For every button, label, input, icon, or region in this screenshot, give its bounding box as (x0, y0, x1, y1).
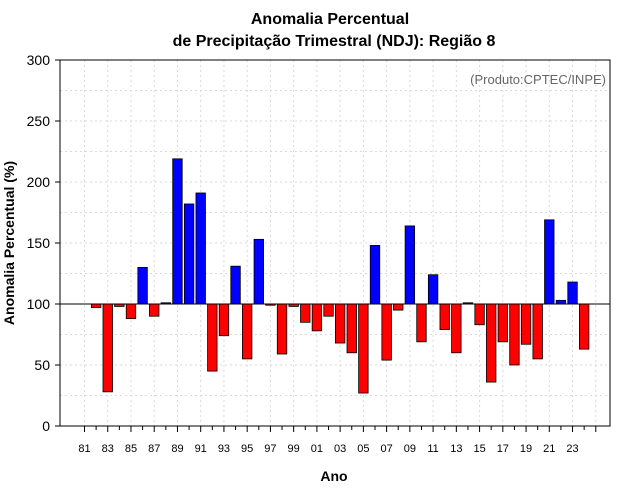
x-tick-label: 07 (380, 443, 392, 455)
bar-05 (369, 245, 381, 305)
x-tick-label: 03 (334, 443, 346, 455)
bar-03 (346, 303, 357, 354)
bar-14 (474, 303, 485, 326)
x-tick-label: 23 (566, 443, 578, 455)
x-tick-label: 93 (218, 443, 230, 455)
x-axis: 81 83 85 87 89 91 93 95 97 99 01 03 05 07 09 11 13 15 17 19… (78, 426, 597, 455)
chart-title-line2: de Precipitação Trimestral (NDJ): Região… (173, 33, 496, 50)
bar-09 (416, 303, 427, 343)
grid (60, 60, 610, 426)
bar-95 (253, 238, 264, 305)
bar-20 (544, 219, 555, 305)
x-tick-label: 99 (288, 443, 300, 455)
bar-06 (381, 303, 392, 361)
bar-99 (300, 303, 311, 323)
x-tick-label: 15 (473, 443, 485, 455)
bar-82 (102, 303, 113, 393)
bar-17 (509, 303, 520, 366)
bar-22 (567, 281, 578, 305)
bar-84 (125, 303, 137, 320)
bar-12 (451, 303, 462, 354)
bar-19 (532, 303, 543, 360)
x-tick-label: 85 (125, 443, 137, 455)
x-tick-label: 97 (264, 443, 276, 455)
x-tick-label: 95 (241, 443, 253, 455)
y-axis-label: Anomalia Percentual (%) (1, 161, 17, 325)
x-tick-label: 81 (78, 443, 90, 455)
y-axis: 0 50 100 150 200 250 300 (27, 52, 60, 434)
bar-92 (218, 303, 230, 337)
bar-93 (230, 265, 241, 305)
x-axis-label: Ano (320, 468, 347, 484)
x-tick-label: 21 (543, 443, 555, 455)
bar-81 (90, 303, 102, 309)
bar-18 (520, 303, 532, 345)
y-tick-label: 50 (34, 357, 50, 373)
y-tick-label: 250 (27, 113, 51, 129)
bar-01 (323, 303, 334, 317)
x-tick-label: 91 (195, 443, 207, 455)
x-tick-label: 13 (450, 443, 462, 455)
bar-08 (404, 225, 416, 305)
y-tick-label: 0 (42, 418, 50, 434)
bar-00 (311, 303, 323, 332)
x-tick-label: 83 (102, 443, 114, 455)
bar-21 (555, 299, 567, 305)
bar-23 (579, 303, 590, 350)
credit-text: (Produto:CPTEC/INPE) (470, 72, 606, 87)
x-tick-label: 11 (427, 443, 438, 455)
bar-85 (137, 266, 148, 305)
bars (90, 158, 590, 394)
x-tick-label: 01 (311, 443, 323, 455)
x-tick-label: 89 (171, 443, 183, 455)
bar-90 (195, 192, 206, 305)
x-tick-label: 17 (497, 443, 509, 455)
bar-89 (183, 203, 195, 305)
bar-10 (427, 274, 439, 305)
bar-97 (276, 303, 288, 355)
bar-16 (497, 303, 508, 343)
bar-07 (393, 303, 404, 311)
bar-04 (358, 303, 369, 394)
bar-91 (207, 303, 218, 372)
y-tick-label: 100 (27, 296, 51, 312)
x-tick-label: 05 (357, 443, 369, 455)
y-tick-label: 300 (27, 52, 51, 68)
x-tick-label: 87 (148, 443, 160, 455)
bar-86 (149, 303, 160, 317)
bar-94 (242, 303, 253, 360)
x-tick-label: 09 (404, 443, 416, 455)
bar-88 (172, 158, 183, 305)
chart-title-line1: Anomalia Percentual (251, 11, 409, 28)
bar-02 (334, 303, 346, 344)
bar-15 (486, 303, 497, 383)
bar-11 (439, 303, 450, 331)
y-tick-label: 150 (27, 235, 51, 251)
x-tick-label: 19 (520, 443, 532, 455)
y-tick-label: 200 (27, 174, 51, 190)
